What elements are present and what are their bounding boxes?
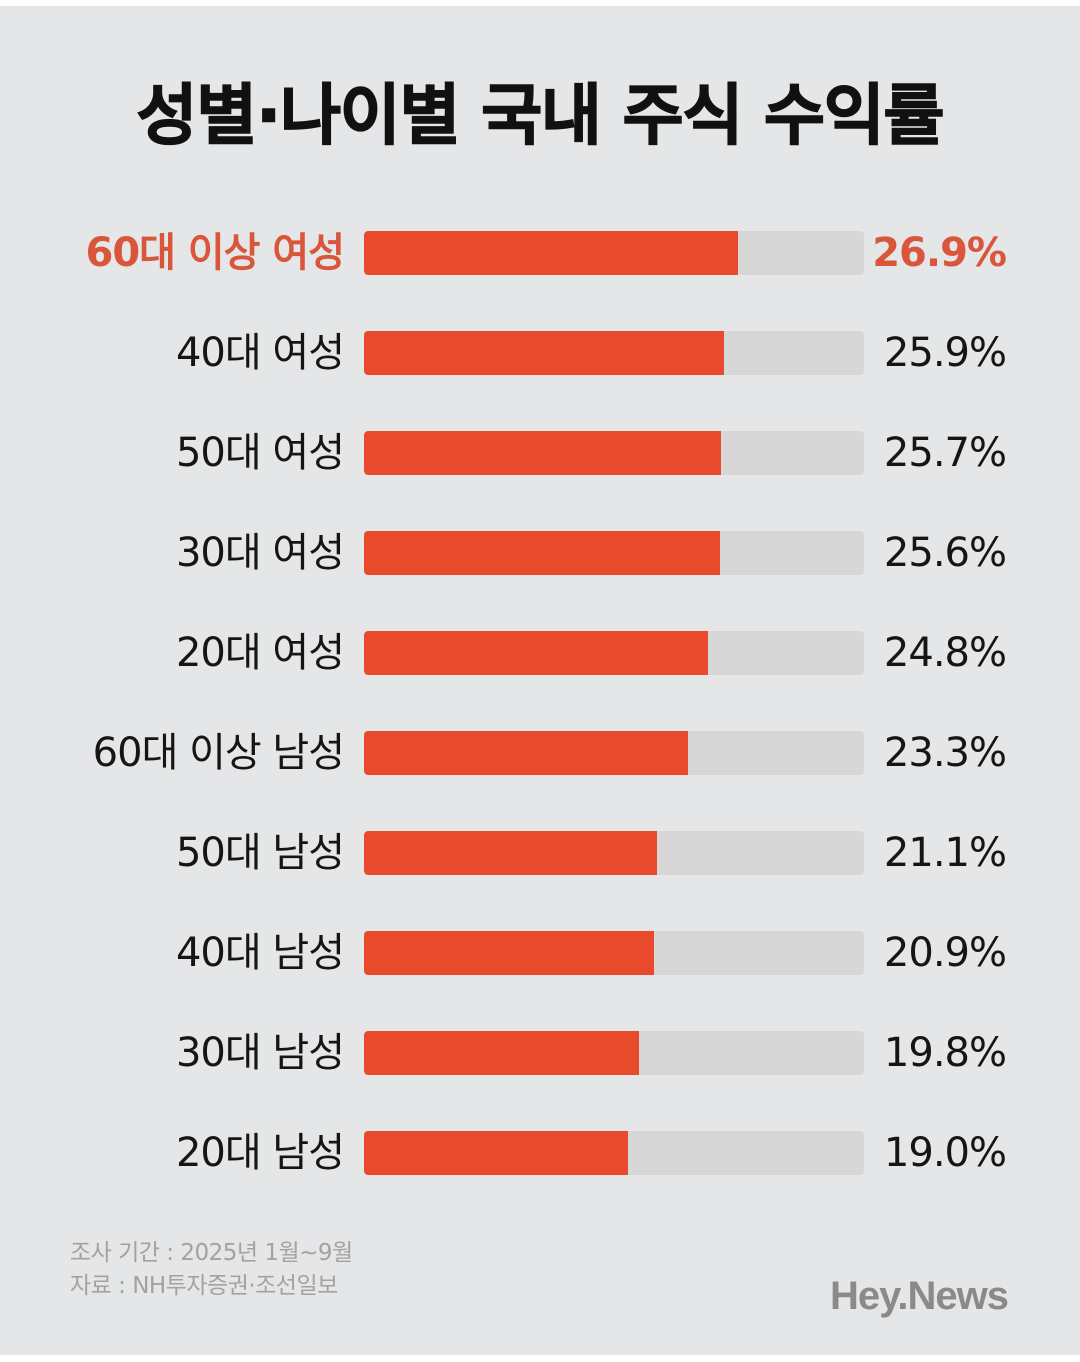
bar-value: 26.9% — [872, 230, 1007, 276]
bar-track — [364, 631, 864, 675]
chart-title: 성별·나이별 국내 주식 수익률 — [136, 76, 945, 155]
bar-row: 40대 여성 25.9% — [0, 330, 1080, 376]
bar-fill — [364, 331, 724, 375]
bar-value: 25.7% — [883, 430, 1007, 476]
bar-label: 40대 남성 — [175, 930, 345, 976]
bar-track — [364, 931, 864, 975]
bar-track — [364, 1031, 864, 1075]
bar-row: 60대 이상 남성 23.3% — [0, 730, 1080, 776]
bar-fill — [364, 631, 709, 675]
bar-label: 30대 남성 — [175, 1030, 345, 1076]
bar-label: 60대 이상 여성 — [85, 230, 345, 276]
bar-fill — [364, 1031, 639, 1075]
bar-track — [364, 331, 864, 375]
bar-fill — [364, 831, 658, 875]
bar-row: 30대 남성 19.8% — [0, 1030, 1080, 1076]
bar-value: 19.8% — [883, 1030, 1007, 1076]
bar-track — [364, 1131, 864, 1175]
bar-fill — [364, 1131, 628, 1175]
bar-row: 50대 남성 21.1% — [0, 830, 1080, 876]
bar-row: 20대 남성 19.0% — [0, 1130, 1080, 1176]
bar-fill — [364, 931, 655, 975]
bar-row: 40대 남성 20.9% — [0, 930, 1080, 976]
bar-label: 30대 여성 — [175, 530, 345, 576]
bar-label: 60대 이상 남성 — [92, 730, 345, 776]
bar-row: 50대 여성 25.7% — [0, 430, 1080, 476]
bar-value: 21.1% — [883, 830, 1007, 876]
bar-value: 24.8% — [883, 630, 1007, 676]
bar-track — [364, 431, 864, 475]
bar-track — [364, 231, 864, 275]
bar-row: 20대 여성 24.8% — [0, 630, 1080, 676]
bar-label: 50대 남성 — [175, 830, 345, 876]
survey-period: 조사 기간 : 2025년 1월~9월 — [70, 1240, 353, 1266]
bar-value: 25.6% — [883, 530, 1007, 576]
bar-fill — [364, 231, 738, 275]
footer-notes: 조사 기간 : 2025년 1월~9월 자료 : NH투자증권·조선일보 — [70, 1237, 353, 1303]
bar-value: 23.3% — [883, 730, 1007, 776]
bar-value: 20.9% — [883, 930, 1007, 976]
bar-fill — [364, 531, 720, 575]
bar-value: 19.0% — [883, 1130, 1007, 1176]
data-source: 자료 : NH투자증권·조선일보 — [70, 1273, 338, 1299]
bar-track — [364, 831, 864, 875]
bar-fill — [364, 431, 721, 475]
bar-label: 20대 여성 — [175, 630, 345, 676]
bar-fill — [364, 731, 688, 775]
bar-label: 40대 여성 — [175, 330, 345, 376]
bar-track — [364, 731, 864, 775]
bar-track — [364, 531, 864, 575]
bar-row: 30대 여성 25.6% — [0, 530, 1080, 576]
bar-label: 20대 남성 — [175, 1130, 345, 1176]
brand-logo: Hey.News — [829, 1274, 1009, 1318]
bar-label: 50대 여성 — [175, 430, 345, 476]
bar-row: 60대 이상 여성 26.9% — [0, 230, 1080, 276]
infographic-panel: 성별·나이별 국내 주식 수익률 60대 이상 여성 26.9% 40대 여성 … — [0, 6, 1080, 1355]
bar-value: 25.9% — [883, 330, 1007, 376]
